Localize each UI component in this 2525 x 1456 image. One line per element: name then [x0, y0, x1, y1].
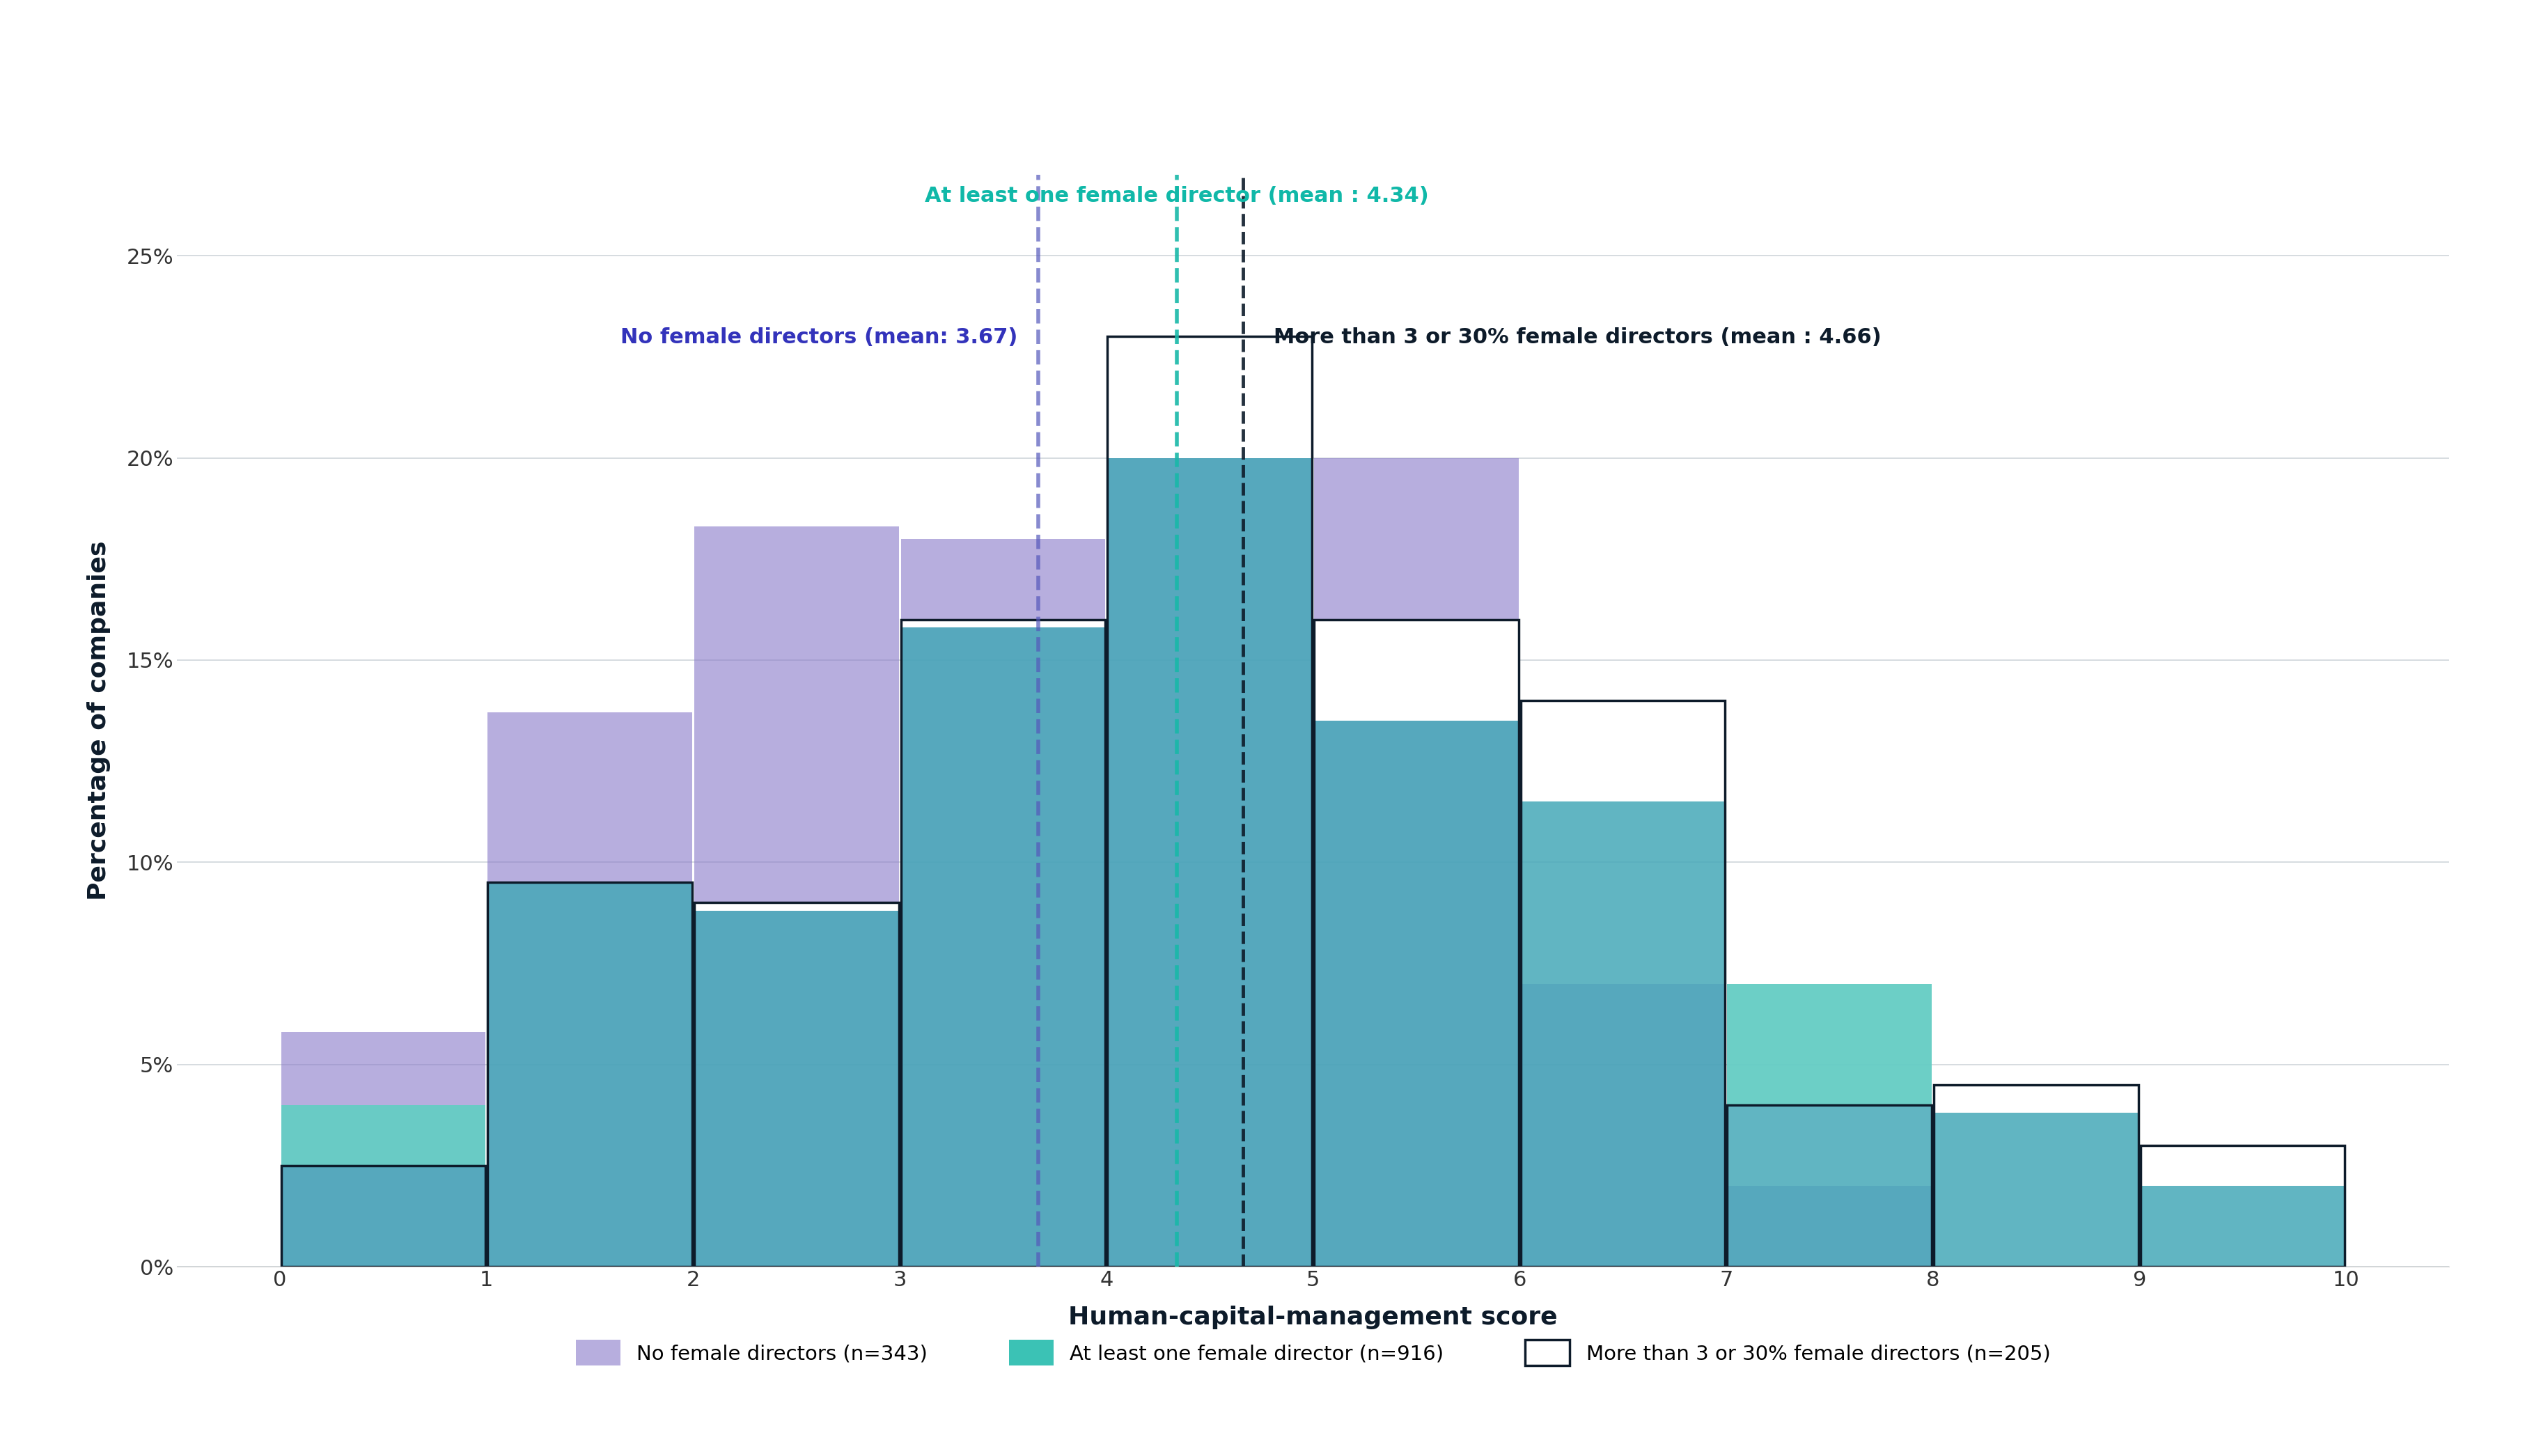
- Bar: [1108, 457, 1313, 1267]
- Bar: [1520, 700, 1725, 1267]
- Bar: [1727, 984, 1932, 1267]
- Text: No female directors (mean: 3.67): No female directors (mean: 3.67): [621, 328, 1018, 348]
- Bar: [1934, 1085, 2139, 1267]
- Bar: [1727, 1185, 1932, 1267]
- Bar: [1727, 984, 1932, 1105]
- Bar: [1313, 620, 1518, 1267]
- Legend: No female directors (n=343), At least one female director (n=916), More than 3 o: No female directors (n=343), At least on…: [576, 1340, 2050, 1366]
- Bar: [1934, 1085, 2139, 1112]
- Bar: [2141, 1146, 2346, 1267]
- Bar: [280, 1032, 485, 1267]
- Bar: [901, 620, 1106, 628]
- Bar: [487, 712, 692, 1267]
- Bar: [1108, 336, 1313, 1267]
- Bar: [1313, 721, 1518, 1267]
- Bar: [280, 1166, 485, 1267]
- Bar: [1727, 1105, 1932, 1267]
- Bar: [1108, 336, 1313, 457]
- Text: At least one female director (mean : 4.34): At least one female director (mean : 4.3…: [924, 186, 1429, 205]
- Bar: [280, 1105, 485, 1267]
- Bar: [1108, 457, 1313, 1267]
- Bar: [1520, 984, 1725, 1267]
- X-axis label: Human-capital-management score: Human-capital-management score: [1068, 1306, 1558, 1329]
- Bar: [1313, 457, 1518, 1267]
- Bar: [280, 1105, 485, 1166]
- Bar: [694, 903, 899, 911]
- Bar: [901, 620, 1106, 1267]
- Bar: [487, 882, 692, 1267]
- Bar: [2141, 1185, 2346, 1267]
- Bar: [694, 527, 899, 1267]
- Bar: [2141, 1146, 2346, 1185]
- Bar: [901, 628, 1106, 1267]
- Bar: [1520, 700, 1725, 802]
- Text: More than 3 or 30% female directors (mean : 4.66): More than 3 or 30% female directors (mea…: [1273, 328, 1881, 348]
- Bar: [1520, 802, 1725, 1267]
- Bar: [1313, 620, 1518, 721]
- Bar: [694, 903, 899, 1267]
- Y-axis label: Percentage of companies: Percentage of companies: [88, 540, 111, 901]
- Bar: [694, 911, 899, 1267]
- Bar: [487, 882, 692, 1267]
- Bar: [901, 539, 1106, 1267]
- Bar: [1934, 1112, 2139, 1267]
